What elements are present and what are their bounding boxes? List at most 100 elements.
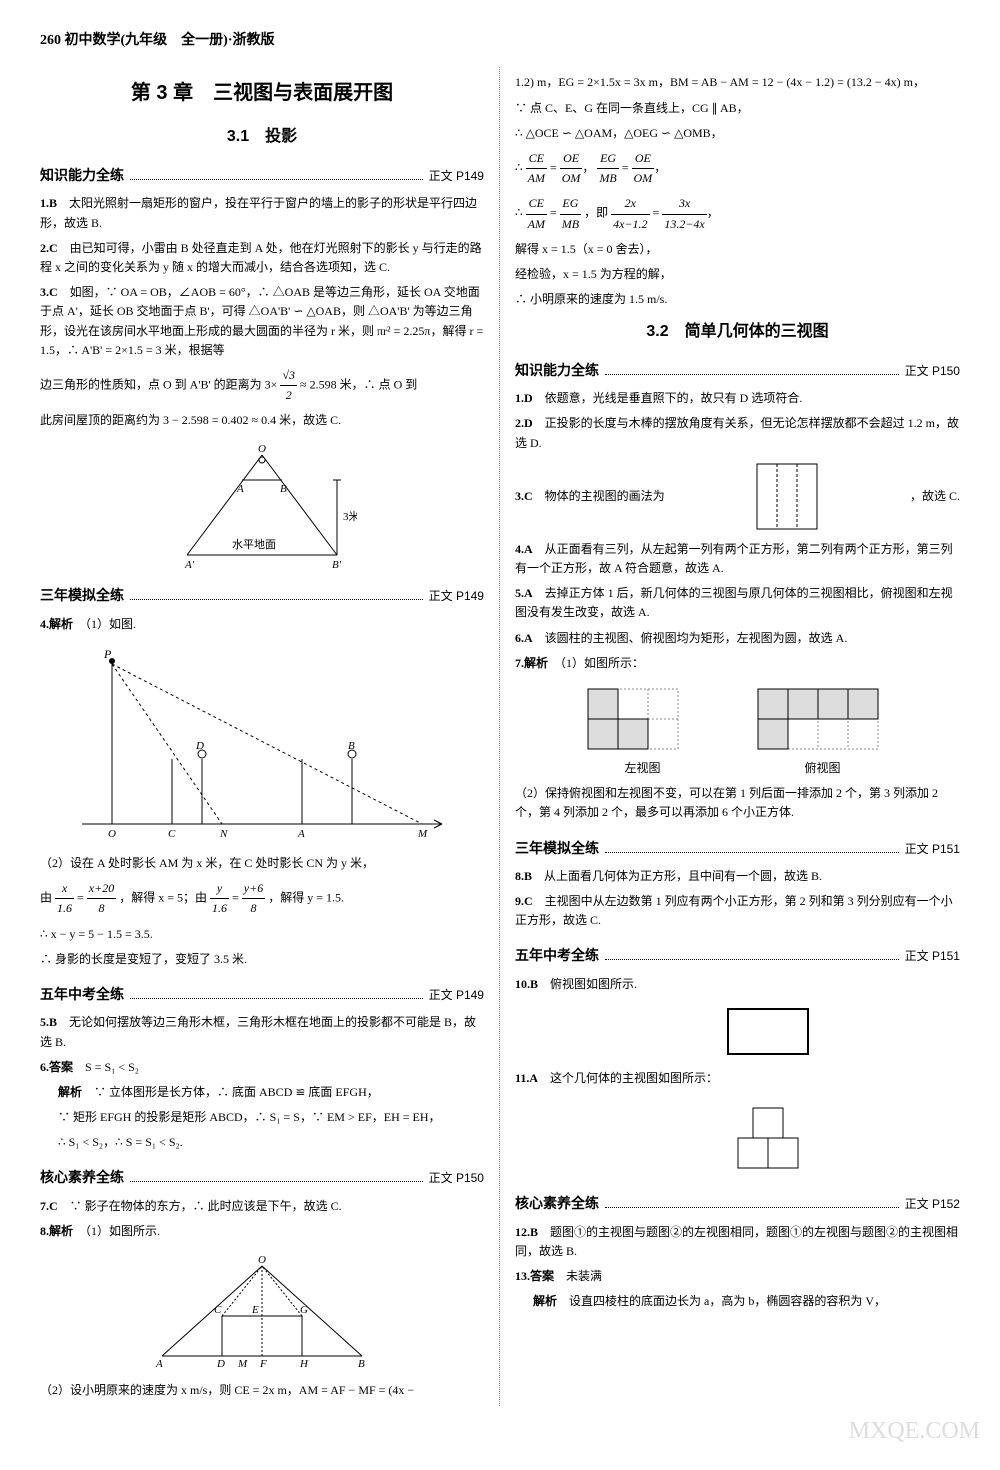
svg-text:H: H — [299, 1358, 309, 1370]
q-text: 依题意，光线是垂直照下的，故只有 D 选项符合. — [533, 391, 803, 405]
q-text: 由 — [40, 891, 55, 905]
q-number: 11.A — [515, 1071, 538, 1085]
left-view-block: 左视图 — [578, 679, 708, 778]
question-item: 1.D 依题意，光线是垂直照下的，故只有 D 选项符合. — [515, 389, 960, 408]
section-head-label: 三年模拟全练 — [40, 584, 124, 606]
left-column: 第 3 章 三视图与表面展开图 3.1 投影 知识能力全练 正文 P149 1.… — [40, 67, 500, 1406]
question-item: 4.解析 （1）如图. — [40, 615, 484, 634]
q3-view-icon — [752, 459, 822, 534]
fraction: EGMB — [560, 194, 581, 233]
page-number: 260 — [40, 33, 61, 48]
fraction: √32 — [280, 366, 297, 405]
fraction: x1.6 — [55, 879, 74, 918]
question-item: 7.解析 （1）如图所示： — [515, 654, 960, 673]
figure-shadow-lamp: P O C N A M D B — [40, 644, 484, 844]
svg-text:E: E — [251, 1304, 259, 1316]
q-number: 6.A — [515, 631, 533, 645]
page-ref: 正文 P152 — [905, 1195, 960, 1214]
q-text: （1）如图所示： — [560, 656, 644, 670]
svg-text:D: D — [195, 740, 204, 752]
dots-divider — [130, 998, 423, 999]
section-head-ability: 知识能力全练 正文 P150 — [515, 359, 960, 381]
q-number: 5.A — [515, 586, 533, 600]
q-text: （2）设在 A 处时影长 AM 为 x 米，在 C 处时影长 CN 为 y 米， — [40, 856, 374, 870]
q-text: 由已知可得，小雷由 B 处径直走到 A 处，他在灯光照射下的影长 y 与行走的路… — [40, 241, 482, 274]
q-number: 3.C — [40, 285, 58, 299]
figure-q10 — [515, 1004, 960, 1059]
question-line: ∵ 矩形 EFGH 的投影是矩形 ABCD，∴ S₁ = S，∵ EM > EF… — [40, 1108, 484, 1127]
question-line: ∴ 小明原来的速度为 1.5 m/s. — [515, 290, 960, 309]
q-text: ≈ 2.598 米，∴ 点 O 到 — [300, 377, 417, 391]
svg-text:B: B — [348, 740, 355, 752]
question-item: 1.B 太阳光照射一扇矩形的窗户，投在平行于窗户的墙上的影子的形状是平行四边形，… — [40, 194, 484, 232]
question-line: ∴ CEAM = EGMB ，即 2x4x−1.2 = 3x13.2−4x， — [515, 194, 960, 233]
figure-isoc-triangle: O A B C G E D M F H — [40, 1251, 484, 1371]
content-columns: 第 3 章 三视图与表面展开图 3.1 投影 知识能力全练 正文 P149 1.… — [40, 67, 960, 1406]
question-line: 解析 ∵ 立体图形是长方体，∴ 底面 ABCD ≌ 底面 EFGH， — [40, 1083, 484, 1102]
question-line: 1.2) m，EG = 2×1.5x = 3x m，BM = AB − AM =… — [515, 73, 960, 92]
question-item: 12.B 题图①的主视图与题图②的左视图相同，题图①的左视图与题图②的主视图相同… — [515, 1223, 960, 1261]
q-text: ，即 — [584, 206, 611, 220]
question-item: 8.B 从上面看几何体为正方形，且中间有一个圆，故选 B. — [515, 867, 960, 886]
q-number: 7.解析 — [515, 656, 548, 670]
q3-post: ，故选 C. — [910, 487, 960, 506]
view-caption-top: 俯视图 — [748, 759, 898, 778]
question-line: （2）设在 A 处时影长 AM 为 x 米，在 C 处时影长 CN 为 y 米， — [40, 854, 484, 873]
svg-text:F: F — [259, 1358, 267, 1370]
q-number: 1.B — [40, 196, 57, 210]
q-text: 如图，∵ OA = OB，∠AOB = 60°，∴ △OAB 是等边三角形，延长… — [40, 285, 483, 357]
q-text: ∴ S₁ < S₂，∴ S = S₁ < S₂. — [58, 1135, 183, 1149]
q-number: 13.答案 — [515, 1269, 554, 1283]
section-head-core: 核心素养全练 正文 P150 — [40, 1166, 484, 1188]
question-line: 边三角形的性质知，点 O 到 A'B' 的距离为 3× √32 ≈ 2.598 … — [40, 366, 484, 405]
question-item: 10.B 俯视图如图所示. — [515, 975, 960, 994]
svg-text:3米: 3米 — [343, 510, 357, 523]
question-item: 6.A 该圆柱的主视图、俯视图均为矩形，左视图为圆，故选 A. — [515, 629, 960, 648]
q-text: ∴ 小明原来的速度为 1.5 m/s. — [515, 292, 667, 306]
question-line: 由 x1.6 = x+208 ，解得 x = 5；由 y1.6 = y+68 ，… — [40, 879, 484, 918]
book-title: 初中数学(九年级 全一册)·浙教版 — [65, 33, 275, 48]
q-text: ∴ 身影的长度是变短了，变短了 3.5 米. — [40, 952, 247, 966]
question-line: ∵ 点 C、E、G 在同一条直线上，CG ∥ AB， — [515, 99, 960, 118]
fraction: OEOM — [632, 149, 655, 188]
q-number: 9.C — [515, 894, 533, 908]
q-text: （2）保持俯视图和左视图不变，可以在第 1 列后面一排添加 2 个，第 3 列添… — [515, 786, 938, 819]
question-item: 5.B 无论如何摆放等边三角形木框，三角形木框在地面上的投影都不可能是 B，故选… — [40, 1013, 484, 1051]
question-line: ∴ S₁ < S₂，∴ S = S₁ < S₂. — [40, 1133, 484, 1152]
svg-text:M: M — [417, 828, 428, 840]
page-ref: 正文 P151 — [905, 947, 960, 966]
question-item: 5.A 去掉正方体 1 后，新几何体的三视图与原几何体的三视图相比，俯视图和左视… — [515, 584, 960, 622]
q-text: ，解得 x = 5；由 — [119, 891, 210, 905]
q-text: ∵ 影子在物体的东方，∴ 此时应该是下午，故选 C. — [58, 1199, 342, 1213]
q3-line: 3.C 物体的主视图的画法为 — [515, 487, 665, 506]
question-line: ∴ CEAM = OEOM， EGMB = OEOM， — [515, 149, 960, 188]
svg-text:N: N — [219, 828, 228, 840]
dots-divider — [130, 1181, 423, 1182]
view-caption-left: 左视图 — [578, 759, 708, 778]
section-head-label: 五年中考全练 — [40, 983, 124, 1005]
q-text: 未装满 — [554, 1269, 602, 1283]
q-number: 12.B — [515, 1225, 538, 1239]
q-number: 10.B — [515, 977, 538, 991]
q-number: 7.C — [40, 1199, 58, 1213]
q-text: （2）设小明原来的速度为 x m/s，则 CE = 2x m，AM = AF −… — [40, 1383, 414, 1397]
section-head-label: 核心素养全练 — [515, 1192, 599, 1214]
fraction: CEAM — [526, 149, 547, 188]
question-line: （2）设小明原来的速度为 x m/s，则 CE = 2x m，AM = AF −… — [40, 1381, 484, 1400]
q-text: 1.2) m，EG = 2×1.5x = 3x m，BM = AB − AM =… — [515, 75, 925, 89]
q-number: 2.C — [40, 241, 58, 255]
question-item: 7.C ∵ 影子在物体的东方，∴ 此时应该是下午，故选 C. — [40, 1197, 484, 1216]
svg-text:A: A — [297, 828, 305, 840]
svg-text:C: C — [168, 828, 176, 840]
fraction: 2x4x−1.2 — [611, 194, 649, 233]
q-text: 这个几何体的主视图如图所示： — [538, 1071, 718, 1085]
right-column: 1.2) m，EG = 2×1.5x = 3x m，BM = AB − AM =… — [500, 67, 960, 1406]
question-line: 经检验，x = 1.5 为方程的解， — [515, 265, 960, 284]
q-number: 6.答案 — [40, 1060, 73, 1074]
question-item: 9.C 主视图中从左边数第 1 列应有两个小正方形，第 2 列和第 3 列分别应… — [515, 892, 960, 930]
svg-text:C: C — [214, 1304, 222, 1316]
q-text: 主视图中从左边数第 1 列应有两个小正方形，第 2 列和第 3 列分别应有一个小… — [515, 894, 953, 927]
section-head-core: 核心素养全练 正文 P152 — [515, 1192, 960, 1214]
question-line: 解得 x = 1.5（x = 0 舍去）， — [515, 240, 960, 259]
page-ref: 正文 P149 — [429, 587, 484, 606]
